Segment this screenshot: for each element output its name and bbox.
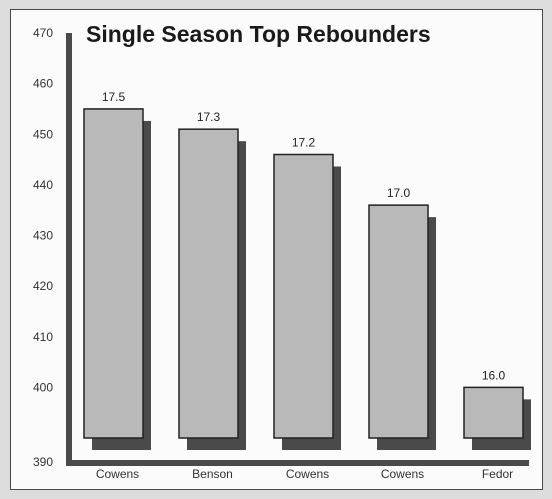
data-label: 16.0 bbox=[482, 368, 506, 382]
x-axis-categories: Cowens Benson Cowens Cowens Fedor bbox=[96, 467, 513, 481]
data-label: 17.2 bbox=[292, 136, 316, 150]
chart-title: Single Season Top Rebounders bbox=[86, 21, 431, 47]
bar bbox=[83, 108, 144, 439]
category-label: Cowens bbox=[286, 467, 329, 481]
y-axis-line bbox=[66, 33, 72, 466]
y-tick-label: 400 bbox=[33, 380, 53, 394]
y-tick-label: 470 bbox=[33, 26, 53, 40]
y-tick-label: 390 bbox=[33, 455, 53, 469]
category-label: Cowens bbox=[96, 467, 139, 481]
data-label: 17.5 bbox=[102, 90, 126, 104]
category-label: Benson bbox=[192, 467, 233, 481]
y-tick-label: 440 bbox=[33, 178, 53, 192]
data-label: 17.3 bbox=[197, 110, 221, 124]
y-tick-label: 450 bbox=[33, 127, 53, 141]
category-label: Cowens bbox=[381, 467, 424, 481]
y-tick-label: 460 bbox=[33, 77, 53, 91]
bar bbox=[273, 153, 334, 439]
y-tick-label: 430 bbox=[33, 229, 53, 243]
bar bbox=[178, 128, 239, 439]
data-label: 17.0 bbox=[387, 186, 411, 200]
x-axis-line bbox=[66, 460, 529, 466]
y-tick-label: 410 bbox=[33, 330, 53, 344]
bar bbox=[368, 204, 429, 439]
data-labels: 17.5 17.3 17.2 17.0 16.0 bbox=[102, 90, 506, 382]
y-tick-label: 420 bbox=[33, 279, 53, 293]
category-label: Fedor bbox=[482, 467, 513, 481]
y-axis: 390 400 410 420 430 440 450 460 470 bbox=[33, 26, 529, 469]
bar bbox=[463, 386, 524, 439]
bars bbox=[83, 108, 531, 450]
